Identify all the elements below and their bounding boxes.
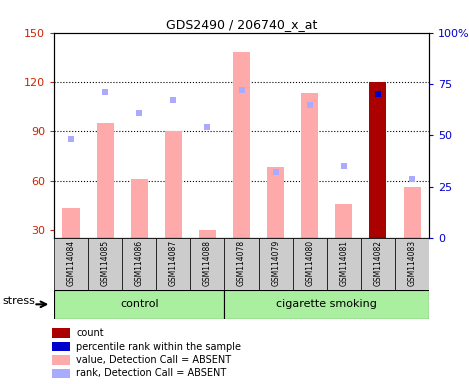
Text: cigarette smoking: cigarette smoking <box>276 299 377 310</box>
Bar <box>301 93 318 238</box>
Text: GSM114084: GSM114084 <box>67 240 76 286</box>
Bar <box>53 369 70 378</box>
Bar <box>267 167 284 238</box>
Text: GSM114086: GSM114086 <box>135 240 144 286</box>
Bar <box>53 355 70 365</box>
Text: control: control <box>120 299 159 310</box>
Bar <box>395 238 429 290</box>
Text: GSM114079: GSM114079 <box>271 240 280 286</box>
Text: GSM114087: GSM114087 <box>169 240 178 286</box>
Text: GSM114088: GSM114088 <box>203 240 212 286</box>
Bar <box>131 179 148 238</box>
Bar <box>370 82 386 238</box>
Bar <box>122 238 156 290</box>
Text: GSM114085: GSM114085 <box>100 240 110 286</box>
Bar <box>403 187 421 238</box>
Bar <box>62 209 80 238</box>
Bar <box>88 238 122 290</box>
Text: GSM114080: GSM114080 <box>305 240 314 286</box>
Text: GSM114081: GSM114081 <box>340 240 348 286</box>
Bar <box>361 238 395 290</box>
Bar <box>233 52 250 238</box>
Bar <box>97 123 113 238</box>
Bar <box>156 238 190 290</box>
Bar <box>53 328 70 338</box>
Bar <box>258 238 293 290</box>
Text: GSM114082: GSM114082 <box>373 240 383 286</box>
Bar <box>293 238 327 290</box>
Bar <box>54 238 88 290</box>
Bar <box>53 342 70 351</box>
Text: value, Detection Call = ABSENT: value, Detection Call = ABSENT <box>76 355 231 365</box>
Text: count: count <box>76 328 104 338</box>
Text: rank, Detection Call = ABSENT: rank, Detection Call = ABSENT <box>76 368 227 379</box>
Text: stress: stress <box>3 296 36 306</box>
Bar <box>225 290 429 319</box>
Text: percentile rank within the sample: percentile rank within the sample <box>76 341 241 352</box>
Text: GSM114083: GSM114083 <box>408 240 416 286</box>
Bar <box>199 230 216 238</box>
Bar <box>190 238 225 290</box>
Bar <box>335 204 352 238</box>
Title: GDS2490 / 206740_x_at: GDS2490 / 206740_x_at <box>166 18 317 31</box>
Bar <box>165 131 182 238</box>
Bar <box>225 238 258 290</box>
Text: GSM114078: GSM114078 <box>237 240 246 286</box>
Bar <box>327 238 361 290</box>
Bar <box>54 290 225 319</box>
